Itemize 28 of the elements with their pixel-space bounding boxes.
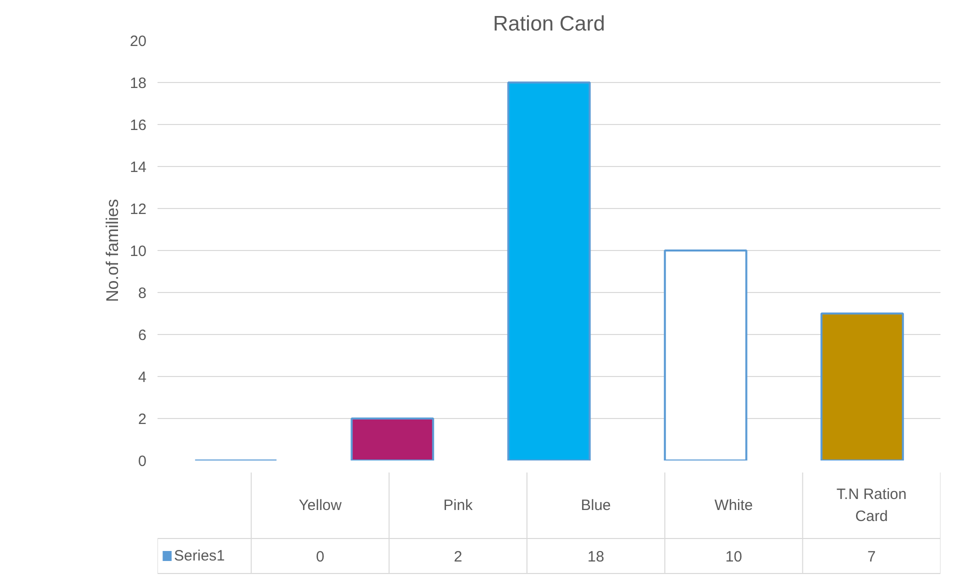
y-tick-label: 8 [138, 285, 146, 302]
y-tick-label: 20 [130, 33, 147, 50]
legend-label: Series1 [174, 548, 225, 564]
y-tick-label: 14 [130, 159, 147, 176]
chart-title: Ration Card [492, 12, 606, 36]
y-tick-label: 10 [130, 243, 147, 260]
y-tick-label: 12 [130, 201, 147, 218]
data-label: 7 [867, 548, 876, 566]
y-tick-label: 4 [138, 369, 146, 386]
y-tick-label: 0 [138, 453, 146, 470]
bar [350, 418, 434, 460]
data-label: 10 [725, 548, 742, 566]
x-tick-label: Pink [443, 497, 474, 514]
y-tick-label: 16 [130, 117, 147, 134]
y-tick-label: 18 [130, 75, 147, 92]
bar [820, 312, 904, 460]
bar [664, 250, 748, 460]
y-axis-title: No.of families [102, 199, 122, 302]
x-tick-label: Blue [580, 497, 611, 514]
data-label: 2 [454, 548, 462, 566]
y-tick-label: 6 [138, 327, 146, 344]
y-tick-label: 2 [138, 411, 146, 428]
x-tick-label: White [714, 497, 753, 514]
x-tick-label: T.N Ration Card [836, 486, 907, 526]
x-tick-label: Yellow [298, 497, 342, 514]
data-label: 0 [316, 548, 324, 566]
bar [507, 82, 591, 460]
data-label: 18 [588, 548, 604, 566]
